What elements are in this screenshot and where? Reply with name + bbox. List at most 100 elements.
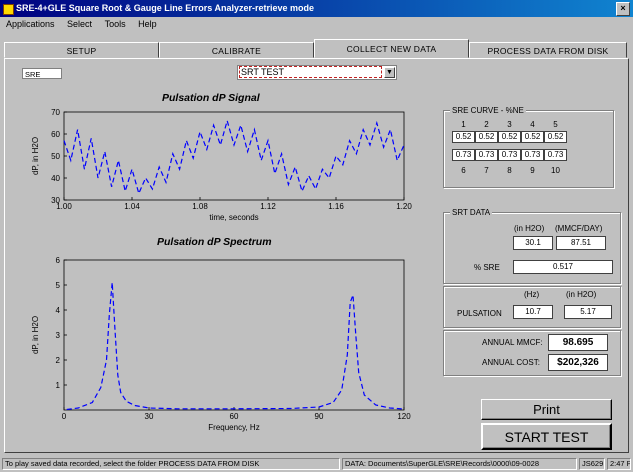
curve-col-8: 8 (507, 166, 512, 175)
tab-setup[interactable]: SETUP (4, 42, 159, 58)
signal-series-line (63, 118, 405, 196)
signal-ytick-label: 70 (51, 108, 60, 117)
curve-cell-5[interactable]: 0.52 (544, 131, 567, 143)
status-id: JS629 (579, 458, 605, 470)
test-select-value: SRT TEST (241, 67, 285, 77)
status-path: DATA: Documents\SuperGLE\SRE\Records\000… (342, 458, 577, 470)
spectrum-xtick-label: 0 (62, 412, 67, 421)
curve-cell-1[interactable]: 0.52 (452, 131, 475, 143)
menu-bar: Applications Select Tools Help (0, 17, 633, 31)
spectrum-ytick-label: 3 (56, 331, 61, 340)
signal-chart-title: Pulsation dP Signal (162, 92, 260, 104)
curve-col-10: 10 (551, 166, 560, 175)
spectrum-xtick-label: 30 (145, 412, 154, 421)
curve-cell-8[interactable]: 0.73 (498, 149, 521, 161)
annual-mmcf-value: 98.695 (548, 334, 608, 351)
spectrum-chart: 0 30 60 90 120 1 2 3 4 5 6 Frequency, Hz dP, in H2O (31, 256, 411, 432)
print-button[interactable]: Print (481, 399, 612, 420)
status-hint: To play saved data recorded, select the … (2, 458, 340, 470)
curve-cell-10[interactable]: 0.73 (544, 149, 567, 161)
curve-cell-2[interactable]: 0.52 (475, 131, 498, 143)
pulsation-hz-value: 10.7 (513, 305, 553, 319)
menu-tools[interactable]: Tools (104, 19, 126, 29)
sre-percent-label: % SRE (474, 263, 500, 272)
menu-applications[interactable]: Applications (6, 19, 55, 29)
annual-group (443, 330, 621, 376)
srt-col-inh2o: (in H2O) (514, 224, 545, 233)
spectrum-ytick-label: 1 (56, 381, 61, 390)
curve-col-4: 4 (530, 120, 535, 129)
pulsation-group (443, 286, 621, 328)
curve-cell-6[interactable]: 0.73 (452, 149, 475, 161)
status-time: 2:47 PM (607, 458, 631, 470)
signal-xtick-label: 1.12 (260, 202, 276, 211)
curve-cell-4[interactable]: 0.52 (521, 131, 544, 143)
spectrum-ylabel: dP, in H2O (31, 316, 40, 354)
spectrum-ytick-label: 4 (56, 306, 61, 315)
menu-help[interactable]: Help (138, 19, 157, 29)
annual-cost-value: $202,326 (548, 354, 608, 371)
spectrum-series-line (66, 282, 405, 411)
signal-plot-frame (63, 111, 405, 201)
start-test-button[interactable]: START TEST (481, 423, 612, 450)
curve-col-1: 1 (461, 120, 466, 129)
curve-col-5: 5 (553, 120, 558, 129)
menu-select[interactable]: Select (67, 19, 93, 29)
spectrum-xtick-label: 120 (397, 412, 411, 421)
curve-col-6: 6 (461, 166, 466, 175)
status-bar: To play saved data recorded, select the … (0, 456, 633, 472)
close-button[interactable]: × (616, 2, 630, 16)
srt-data-label: SRT DATA (450, 207, 493, 218)
signal-ytick-label: 50 (51, 152, 60, 161)
spectrum-xtick-label: 60 (230, 412, 239, 421)
spectrum-chart-title: Pulsation dP Spectrum (157, 236, 272, 248)
dropdown-arrow-icon[interactable]: ▼ (384, 67, 395, 78)
annual-cost-label: ANNUAL COST: (482, 358, 540, 367)
spectrum-xlabel: Frequency, Hz (208, 423, 259, 432)
srt-data-group: SRT DATA (443, 207, 621, 284)
tab-collect-new-data[interactable]: COLLECT NEW DATA (314, 39, 469, 58)
curve-col-9: 9 (530, 166, 535, 175)
app-icon (3, 4, 14, 15)
signal-ytick-label: 60 (51, 130, 60, 139)
curve-cell-3[interactable]: 0.52 (498, 131, 521, 143)
sre-curve-label: SRE CURVE - %NE (450, 105, 526, 116)
tab-strip: SETUP CALIBRATE COLLECT NEW DATA PROCESS… (4, 39, 629, 60)
signal-xtick-label: 1.08 (192, 202, 208, 211)
window-title: SRE-4+GLE Square Root & Gauge Line Error… (16, 3, 314, 13)
curve-cell-7[interactable]: 0.73 (475, 149, 498, 161)
curve-col-3: 3 (507, 120, 512, 129)
title-bar: SRE-4+GLE Square Root & Gauge Line Error… (0, 0, 633, 17)
annual-mmcf-label: ANNUAL MMCF: (482, 338, 543, 347)
signal-xlabel: time, seconds (209, 213, 258, 222)
signal-xtick-label: 1.16 (328, 202, 344, 211)
sre-percent-value: 0.517 (513, 260, 613, 274)
pulsation-col-hz: (Hz) (524, 290, 540, 299)
tab-panel (4, 58, 629, 453)
signal-ylabel: dP, in H2O (31, 137, 40, 175)
signal-xtick-label: 1.00 (56, 202, 72, 211)
curve-cell-9[interactable]: 0.73 (521, 149, 544, 161)
spectrum-ytick-label: 5 (56, 281, 61, 290)
tab-process-data-from-disk[interactable]: PROCESS DATA FROM DISK (469, 42, 627, 58)
signal-chart: 1.00 1.04 1.08 1.12 1.16 1.20 30 40 50 60 70 time, … (31, 108, 412, 222)
signal-ytick-label: 40 (51, 174, 60, 183)
spectrum-ytick-label: 2 (56, 356, 61, 365)
srt-dp-value: 30.1 (513, 236, 553, 250)
sre-indicator: SRE (22, 68, 62, 79)
test-select[interactable]: SRT TEST ▼ (237, 65, 397, 80)
signal-ytick-label: 30 (51, 196, 60, 205)
spectrum-ytick-label: 6 (56, 256, 61, 265)
sre-curve-group: SRE CURVE - %NE (443, 105, 614, 188)
curve-col-2: 2 (484, 120, 489, 129)
pulsation-col-inh2o: (in H2O) (566, 290, 597, 299)
signal-xtick-label: 1.20 (396, 202, 412, 211)
tab-calibrate[interactable]: CALIBRATE (159, 42, 314, 58)
srt-flow-value: 87.51 (556, 236, 606, 250)
srt-col-mmcf: (MMCF/DAY) (555, 224, 603, 233)
curve-col-7: 7 (484, 166, 489, 175)
pulsation-inh2o-value: 5.17 (564, 305, 612, 319)
pulsation-label: PULSATION (457, 309, 502, 318)
spectrum-xtick-label: 90 (315, 412, 324, 421)
signal-xtick-label: 1.04 (124, 202, 140, 211)
